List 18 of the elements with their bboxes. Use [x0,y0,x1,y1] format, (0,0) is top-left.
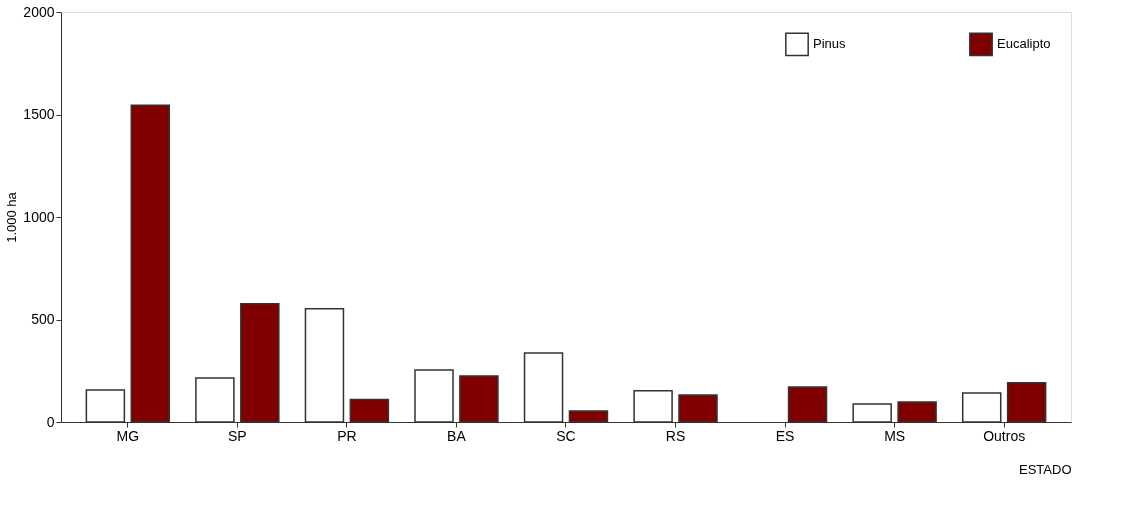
x-tick-label: MS [884,427,906,444]
y-tick-label: 1500 [23,106,55,122]
y-tick-label: 500 [31,311,55,327]
legend-label: Eucalipto [997,36,1051,52]
x-tick-label: ES [775,427,795,444]
y-tick-label: 1000 [23,208,55,225]
x-tick-label: SC [556,427,576,444]
x-tick-label: BA [447,427,467,444]
y-tick-label: 0 [46,413,55,430]
legend-label: Pinus [813,36,847,52]
x-axis-title: ESTADO [1019,461,1072,477]
y-axis-title: 1.000 ha [4,191,20,243]
x-tick-label: SP [228,427,247,444]
x-tick-label: RS [665,427,686,444]
x-tick-label: PR [337,427,357,444]
x-tick-label: Outros [983,427,1026,444]
y-tick-label: 2000 [23,3,55,20]
x-tick-label: MG [116,427,140,444]
